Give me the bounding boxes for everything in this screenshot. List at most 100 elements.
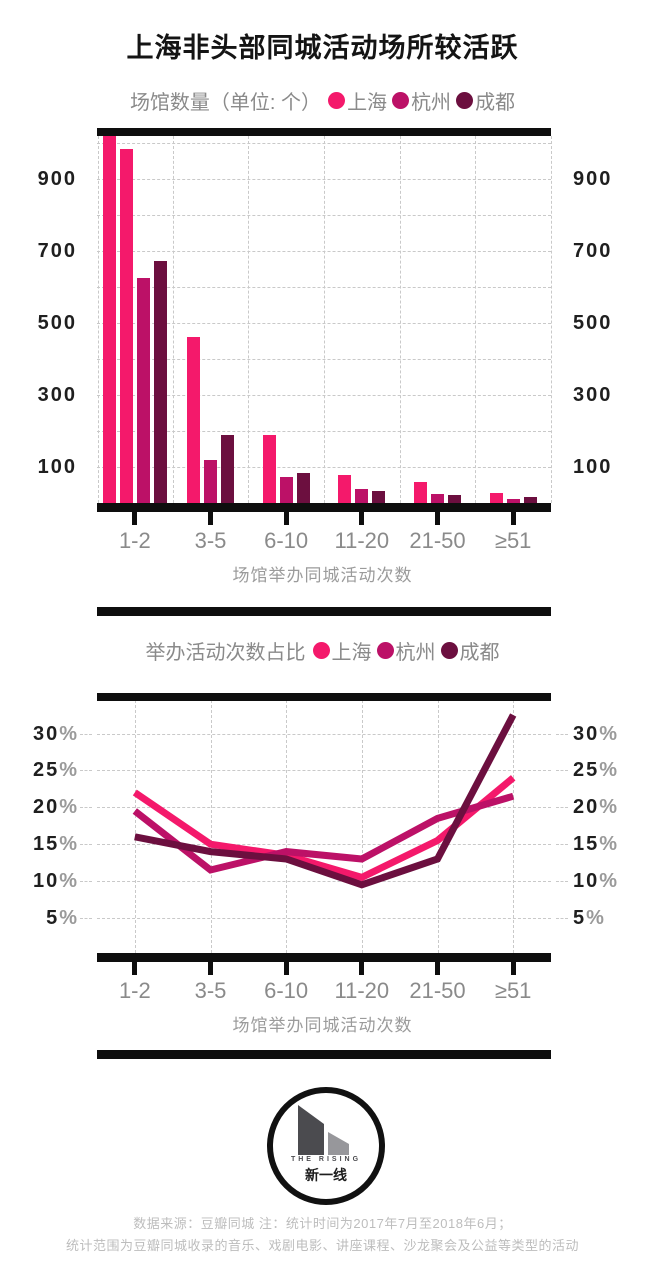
x-tick-label: ≥51 <box>494 528 532 553</box>
x-tick-label: ≥51 <box>494 978 532 1003</box>
gridline-v <box>399 136 401 503</box>
percent-sign: % <box>586 907 604 929</box>
bar-上海-6-10 <box>262 434 276 503</box>
xaxis-title-line-chart: 场馆举办同城活动次数 <box>232 1016 413 1035</box>
x-tick-mark <box>132 962 138 975</box>
ytick-label-left: 25% <box>32 759 77 782</box>
ytick-label-left: 5% <box>46 907 77 929</box>
bar-上海-1-2 <box>102 136 116 503</box>
x-tick-label: 1-2 <box>118 528 151 553</box>
ytick-label-right: 5% <box>573 907 604 929</box>
bar-成都-3-5 <box>221 434 234 503</box>
ytick-label-right: 300 <box>573 384 613 407</box>
legend-dot-成都 <box>456 92 474 109</box>
bar-成都-1-2 <box>153 261 167 503</box>
percent-sign: % <box>59 759 77 782</box>
edge-tick-right <box>556 918 568 919</box>
ytick-label-left: 20% <box>32 796 77 819</box>
gridline-v <box>97 136 99 503</box>
bar-上海-≥51 <box>489 492 503 503</box>
bar-杭州-3-5 <box>204 459 217 503</box>
logo-circle: THE RISING 新一线 <box>267 1087 385 1205</box>
bar-成都-21-50 <box>448 495 461 503</box>
legend-item-上海: 上海 <box>323 86 387 115</box>
x-tick-label: 6-10 <box>264 528 309 553</box>
x-tick-label: 21-50 <box>409 978 466 1003</box>
ytick-label-left: 500 <box>37 312 77 335</box>
ytick-label-right: 700 <box>573 240 613 263</box>
bar-上海-3-5 <box>187 337 200 503</box>
ytick-label-right: 25% <box>573 759 618 782</box>
gridline-h <box>97 844 551 846</box>
percent-sign: % <box>59 833 77 856</box>
bar-chart: 100 100 300 300 500 500 700 700 900 900 1-2 3-5 6-10… <box>38 128 610 553</box>
x-tick-label: 11-20 <box>334 528 390 553</box>
axis-top-bar <box>97 128 551 136</box>
section-divider-2 <box>97 1050 551 1059</box>
footer-source-line1: 数据来源：豆瓣同城 注：统计时间为2017年7月至2018年6月； <box>133 1216 512 1231</box>
x-tick-mark <box>435 962 440 975</box>
edge-tick-left <box>80 807 92 809</box>
logo-text-en: THE RISING <box>290 1156 362 1163</box>
x-tick-mark <box>208 962 213 975</box>
ytick-label-right: 500 <box>573 312 613 335</box>
legend-items-venue-count: 上海 杭州 成都 <box>323 86 515 115</box>
bar-上海-11-20 <box>338 474 352 503</box>
legend-title-venue-count: 场馆数量（单位: 个） <box>129 92 322 114</box>
percent-sign: % <box>59 907 77 929</box>
percent-sign: % <box>59 870 77 893</box>
bar-上海-extra-1-2 <box>119 148 133 503</box>
axis-bottom-bar <box>97 953 551 962</box>
edge-tick-left <box>80 881 92 883</box>
axis-top-bar <box>97 693 551 701</box>
percent-sign: % <box>59 722 77 745</box>
legend-activity-share: 举办活动次数占比 上海 杭州 成都 <box>0 636 645 665</box>
bar-杭州-1-2 <box>136 278 150 503</box>
edge-tick-right <box>556 807 568 809</box>
bar-杭州-11-20 <box>355 488 369 503</box>
ytick-label-right: 30% <box>573 722 618 745</box>
gridline-v <box>210 700 212 953</box>
x-tick-label: 21-50 <box>409 528 466 553</box>
x-tick-mark <box>283 512 289 525</box>
edge-tick-left <box>80 770 92 772</box>
gridline-v <box>248 136 250 503</box>
x-tick-label: 6-10 <box>264 978 309 1003</box>
gridline-h <box>97 807 551 809</box>
gridline-v <box>361 700 363 953</box>
gridline-v <box>324 136 325 503</box>
ytick-label-left: 700 <box>37 240 77 263</box>
x-tick-mark <box>510 512 516 525</box>
legend-item-上海: 上海 <box>308 636 372 665</box>
ytick-label-left: 900 <box>37 168 77 191</box>
line-chart: 5% 5% 10% 10% 15% 15% 20% 20% 25% 25% 30% 30% 1-2 3-5… <box>33 693 617 1003</box>
ytick-label-left: 30% <box>32 722 77 745</box>
bar-杭州-21-50 <box>431 494 444 503</box>
gridline-h <box>97 770 551 772</box>
series-line-杭州 <box>132 792 515 874</box>
edge-tick-right <box>556 733 568 735</box>
legend-item-成都: 成都 <box>436 636 500 665</box>
edge-tick-left <box>80 918 92 919</box>
ytick-label-right: 20% <box>573 796 618 819</box>
xaxis-title-bar-chart: 场馆举办同城活动次数 <box>232 566 413 585</box>
legend-dot-上海 <box>312 642 330 659</box>
ytick-label-right: 900 <box>573 168 613 191</box>
legend-dot-上海 <box>328 92 346 109</box>
gridline-h <box>97 733 551 735</box>
gridline-h <box>97 918 551 919</box>
legend-venue-count: 场馆数量（单位: 个） 上海 杭州 成都 <box>0 86 645 115</box>
gridline-v <box>172 136 174 503</box>
x-tick-mark <box>359 512 365 525</box>
bar-杭州-6-10 <box>279 477 293 503</box>
edge-tick-right <box>556 844 568 846</box>
logo-text-cn: 新一线 <box>305 1167 347 1183</box>
legend-dot-杭州 <box>392 92 410 109</box>
ytick-label-right: 10% <box>573 870 618 893</box>
legend-item-杭州: 杭州 <box>372 636 436 665</box>
legend-dot-成都 <box>440 642 458 659</box>
edge-tick-left <box>80 844 92 846</box>
gridline-v <box>286 700 288 953</box>
gridline-v <box>513 700 515 953</box>
gridline-h <box>97 881 551 883</box>
